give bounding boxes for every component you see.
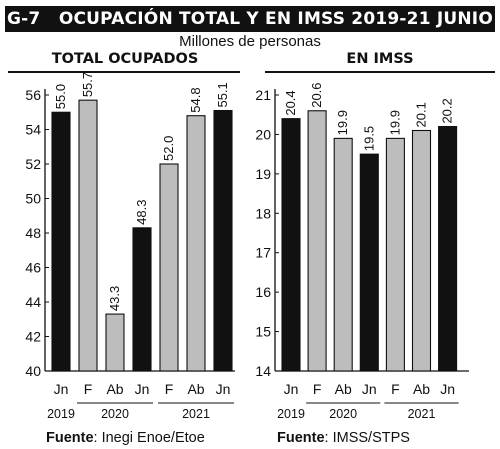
x-tick-label: F [391,381,400,397]
y-tick-label: 46 [25,260,41,276]
bar [411,129,432,372]
y-tick-label: 40 [25,363,41,379]
y-tick-label: 44 [25,294,41,310]
y-tick-label: 48 [25,225,41,241]
y-tick-label: 17 [255,245,271,261]
bar [132,227,152,372]
bar-value-label: 54.8 [188,87,203,112]
bar [105,313,125,372]
year-label: 2019 [47,407,75,421]
x-tick-label: Jn [54,381,69,397]
y-tick-label: 16 [255,284,271,300]
y-tick-label: 20 [255,126,271,142]
y-tick-label: 52 [25,156,41,172]
bar-value-label: 55.7 [80,72,95,97]
year-label: 2019 [277,407,305,421]
x-tick-label: F [313,381,322,397]
x-tick-label: Jn [440,381,455,397]
figure-title: G-7 OCUPACIÓN TOTAL Y EN IMSS 2019-21 JU… [5,9,495,29]
x-tick-label: F [165,381,174,397]
y-tick-label: 42 [25,329,41,345]
bar-value-label: 55.0 [53,84,68,109]
bar [438,125,458,372]
bar-value-label: 20.6 [309,82,324,107]
bar [159,163,179,372]
bar [186,115,206,372]
source-label: Fuente [277,430,325,446]
bar [333,137,353,372]
x-tick-label: F [84,381,93,397]
bar [281,118,301,372]
bar-value-label: 20.1 [414,102,429,127]
panel-rule-left [8,71,240,73]
bar-value-label: 20.4 [283,90,298,115]
x-tick-label: Jn [284,381,299,397]
panel-title-en-imss: EN IMSS [346,51,414,67]
bar-value-label: 19.9 [387,110,402,135]
source-label: Fuente [46,430,94,446]
source-note-left: Fuente: Inegi Enoe/Etoe [46,430,205,446]
year-label: 2020 [329,407,357,421]
y-tick-label: 50 [25,191,41,207]
bar [307,110,327,372]
x-tick-label: Ab [335,381,352,397]
chart-panel-total-ocupados: 40 42 44 46 48 50 52 54 56 55.0 Jn 55.7 F 43.3 Ab 48.3 J… [25,72,235,421]
panel-rule-right [265,71,495,73]
bar-value-label: 55.1 [215,82,230,107]
bar-value-label: 52.0 [161,136,176,161]
y-tick-label: 19 [255,166,271,182]
source-note-right: Fuente: IMSS/STPS [277,430,410,446]
figure-title-text: OCUPACIÓN TOTAL Y EN IMSS 2019-21 JUNIO [58,9,493,29]
x-tick-label: Ab [413,381,430,397]
source-text: : IMSS/STPS [324,430,410,446]
y-tick-label: 56 [25,87,41,103]
bar [359,153,379,372]
y-tick-label: 54 [25,122,41,138]
y-tick-label: 14 [255,363,271,379]
bar [78,99,98,372]
bar [213,109,233,372]
bar-value-label: 19.9 [335,110,350,135]
bar-value-label: 19.5 [361,126,376,151]
bar-value-label: 48.3 [134,200,149,225]
x-tick-label: Ab [187,381,204,397]
bar-value-label: 43.3 [107,286,122,311]
source-text: : Inegi Enoe/Etoe [93,430,205,446]
title-bar: G-7 OCUPACIÓN TOTAL Y EN IMSS 2019-21 JU… [5,6,495,32]
bar [51,111,71,372]
figure-code: G-7 [7,9,41,29]
panel-title-total-ocupados: TOTAL OCUPADOS [51,51,199,67]
y-tick-label: 21 [255,87,271,103]
year-label: 2021 [408,407,436,421]
year-label: 2020 [101,407,129,421]
year-label: 2021 [182,407,210,421]
bar [385,137,405,372]
bar-value-label: 20.2 [440,98,455,123]
y-tick-label: 15 [255,324,271,340]
x-tick-label: Jn [362,381,377,397]
x-tick-label: Jn [135,381,150,397]
y-tick-label: 18 [255,205,271,221]
figure-subtitle: Millones de personas [179,33,321,50]
x-tick-label: Ab [106,381,123,397]
x-tick-label: Jn [216,381,231,397]
